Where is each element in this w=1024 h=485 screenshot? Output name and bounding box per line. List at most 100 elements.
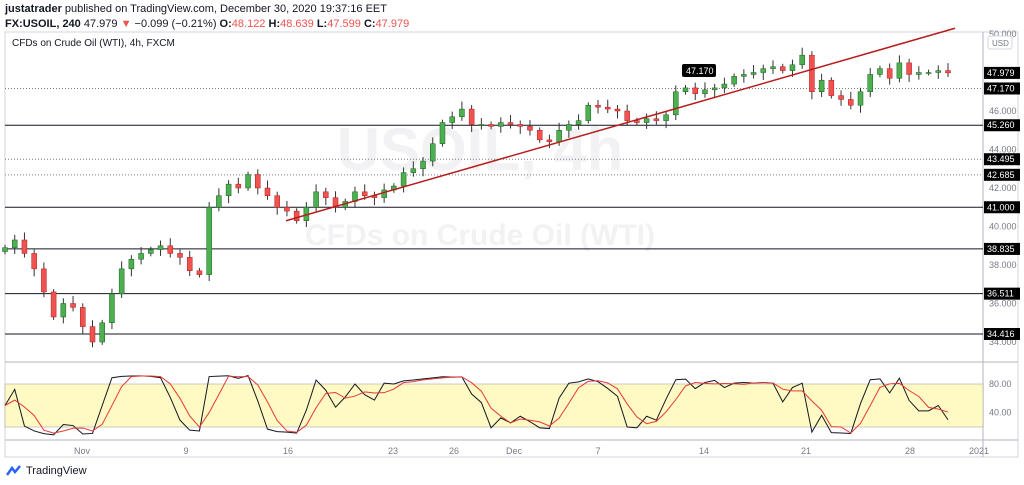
candle-down [614, 108, 621, 112]
level-label-box [984, 242, 1020, 255]
tradingview-logo-icon [6, 465, 21, 476]
level-label: 45.260 [987, 120, 1015, 130]
time-tick-label: 23 [388, 446, 398, 456]
chart-legend: CFDs on Crude Oil (WTI), 4h, FXCM [12, 38, 175, 49]
last-price: 47.979 [83, 18, 118, 30]
candle-up [731, 76, 737, 85]
candle-up [410, 168, 417, 173]
candle-up [857, 91, 864, 106]
close-value: 47.979 [375, 18, 410, 30]
candle-up [430, 143, 436, 162]
level-label: 36.511 [987, 289, 1014, 299]
candle-up [148, 249, 154, 254]
high-value: 48.639 [280, 18, 314, 30]
candle-up [585, 104, 592, 121]
stoch-k-line [4, 374, 949, 436]
publish-info: justatrader published on TradingView.com… [5, 3, 387, 15]
author[interactable]: justatrader [5, 3, 62, 15]
candle-up [877, 68, 883, 75]
level-label-box [984, 287, 1020, 300]
candle-up [381, 189, 387, 198]
candle-up [313, 191, 319, 208]
candle-down [41, 268, 47, 293]
candle-down [945, 70, 951, 74]
candle-up [60, 303, 67, 318]
candle-up [2, 247, 8, 252]
candle-up [799, 54, 805, 66]
level-label: 41.000 [987, 202, 1015, 212]
currency-label: USD [992, 39, 1009, 48]
candle-up [439, 122, 446, 144]
candle-up [643, 118, 650, 123]
candle-down [284, 207, 290, 212]
candle-up [128, 258, 135, 270]
candle-up [721, 83, 728, 89]
candle-up [916, 72, 922, 75]
stoch-d-line [4, 375, 949, 434]
tradingview-logo[interactable]: TradingView [6, 465, 87, 477]
candle-up [400, 172, 407, 187]
candle-up [216, 195, 222, 208]
watermark-name: CFDs on Crude Oil (WTI) [305, 219, 655, 252]
price-tick-label: 42.000 [989, 183, 1017, 193]
candle-up [673, 91, 679, 116]
level-label-box [984, 201, 1020, 214]
watermark-symbol: USOIL, 4h [337, 116, 624, 183]
candle-up [789, 64, 796, 71]
candle-down [274, 195, 280, 208]
candle-down [624, 110, 630, 121]
candle-down [838, 95, 844, 100]
candle-down [70, 303, 76, 308]
candle-down [50, 291, 57, 318]
candle-up [245, 174, 251, 189]
candle-down [488, 124, 494, 127]
candle-up [867, 74, 873, 93]
candle-down [653, 118, 660, 121]
candle-down [546, 139, 553, 143]
price-tick-label: 46.000 [989, 106, 1017, 116]
candle-down [293, 210, 300, 221]
time-tick-label: 26 [449, 446, 459, 456]
candle-down [779, 66, 786, 71]
candle-up [925, 72, 932, 74]
last-price-box [984, 66, 1020, 79]
candle-down [906, 62, 912, 75]
candle-down [517, 124, 523, 127]
price-callout: 47.170 [686, 66, 714, 76]
price-tick-label: 40.000 [989, 222, 1017, 232]
candle-down [196, 270, 203, 275]
candle-down [527, 126, 533, 131]
price-callout-box [682, 64, 716, 77]
brand-name: TradingView [26, 465, 87, 477]
candle-down [828, 79, 835, 96]
candle-down [809, 54, 815, 92]
candle-down [634, 120, 640, 123]
candle-up [711, 87, 718, 91]
currency-box [987, 35, 1013, 50]
candle-up [11, 239, 18, 248]
time-tick-label: 2021 [969, 446, 989, 456]
time-tick-label: 16 [283, 446, 293, 456]
oscillator-tick: 80.00 [989, 379, 1012, 389]
candle-down [89, 326, 96, 343]
low-value: 47.599 [327, 18, 361, 30]
time-tick-label: Dec [506, 446, 523, 456]
time-tick-label: Nov [74, 446, 91, 456]
candle-down [604, 106, 611, 110]
candle-down [692, 87, 698, 94]
low-label: L: [316, 18, 328, 30]
time-tick-label: 14 [699, 446, 709, 456]
oscillator-tick: 40.00 [989, 408, 1012, 418]
candle-down [507, 122, 514, 125]
candle-up [109, 293, 115, 323]
candle-up [575, 120, 582, 125]
down-arrow-icon: ▼ [120, 18, 132, 30]
candle-up [702, 89, 708, 94]
high-label: H: [268, 18, 281, 30]
candle-up [566, 124, 572, 131]
trend-line [285, 27, 956, 222]
open-value: 48.122 [231, 18, 266, 30]
open-label: O: [219, 18, 232, 30]
time-tick-label: 21 [801, 446, 811, 456]
